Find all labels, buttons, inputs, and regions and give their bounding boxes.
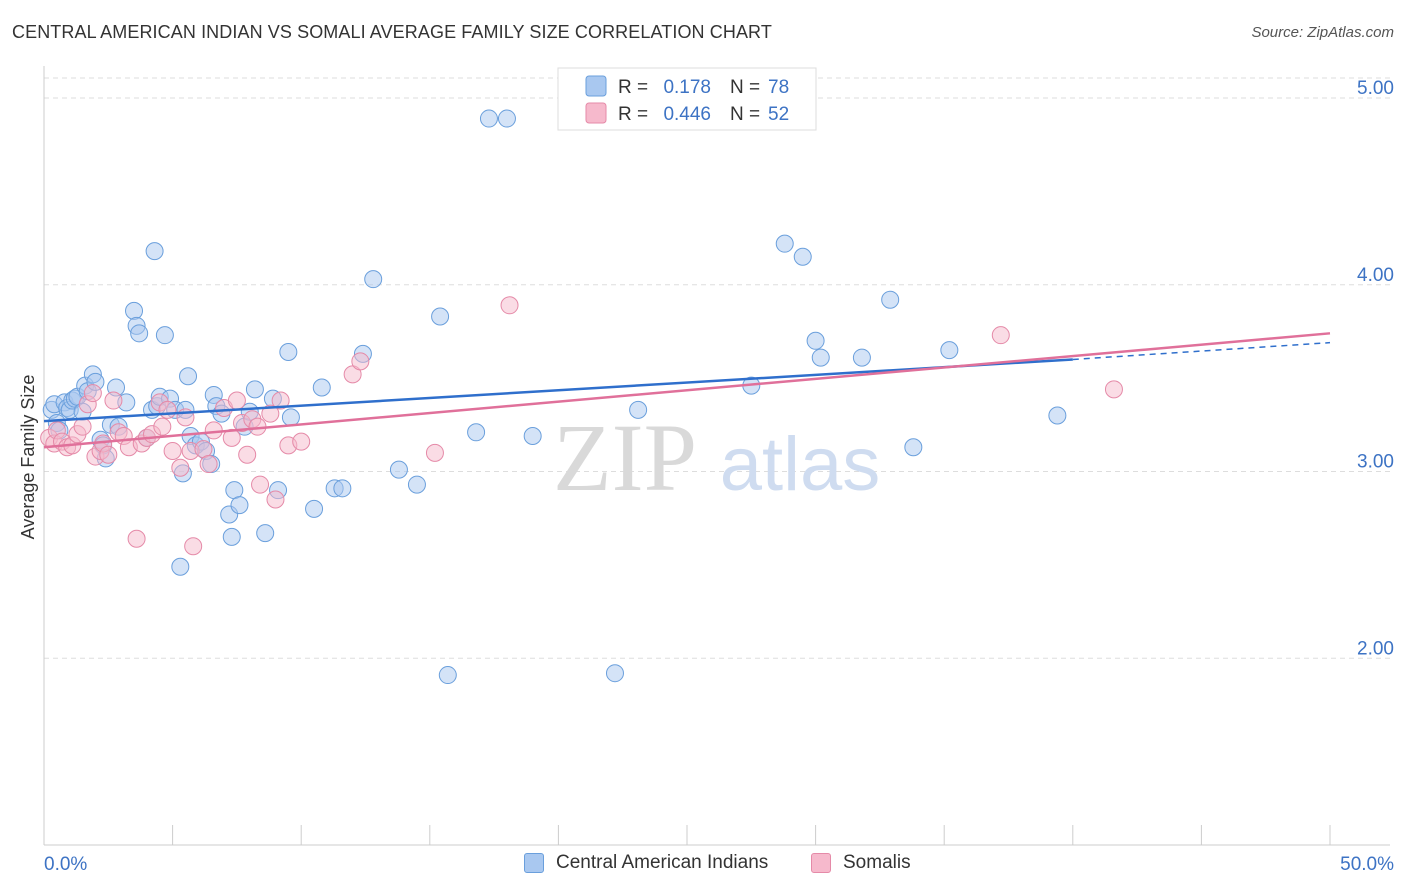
blue-point-64 bbox=[407, 475, 426, 494]
pink-point-34 bbox=[227, 391, 246, 410]
series-somalis bbox=[40, 296, 1123, 556]
gridlines bbox=[44, 77, 1390, 659]
pink-point-14 bbox=[104, 391, 123, 410]
y-tick-label-2: 4.00 bbox=[1357, 265, 1394, 286]
legend-n-value-pink: 52 bbox=[768, 104, 789, 125]
pink-point-44 bbox=[292, 432, 311, 451]
trend-line-central-american-indians-extension bbox=[1072, 341, 1331, 361]
legend-swatch-somalis bbox=[811, 853, 831, 873]
blue-point-48 bbox=[230, 496, 249, 515]
pink-point-40 bbox=[261, 404, 280, 423]
legend-r-value-blue: 0.178 bbox=[663, 77, 711, 98]
x-tick-label-min: 0.0% bbox=[44, 854, 87, 875]
blue-point-76 bbox=[806, 331, 825, 350]
pink-point-13 bbox=[99, 445, 118, 464]
pink-point-39 bbox=[251, 475, 270, 494]
blue-point-36 bbox=[179, 367, 198, 386]
y-tick-label-3: 5.00 bbox=[1357, 78, 1394, 99]
blue-point-68 bbox=[479, 109, 498, 128]
y-axis-label: Average Family Size bbox=[18, 375, 38, 540]
blue-point-52 bbox=[256, 524, 275, 543]
y-tick-label-0: 2.00 bbox=[1357, 638, 1394, 659]
pink-point-24 bbox=[163, 441, 182, 460]
axes bbox=[43, 66, 1390, 846]
blue-point-58 bbox=[312, 378, 331, 397]
series-central-american-indians bbox=[42, 109, 1067, 685]
pink-point-7 bbox=[73, 417, 92, 436]
blue-point-51 bbox=[245, 380, 264, 399]
watermark-zip: ZIP bbox=[553, 404, 697, 511]
pink-point-51 bbox=[153, 417, 172, 436]
trend-line-somalis bbox=[43, 332, 1331, 449]
legend-swatch-blue bbox=[585, 75, 607, 97]
pink-point-42 bbox=[271, 391, 290, 410]
legend-r-label-pink: R = bbox=[618, 104, 648, 125]
pink-point-46 bbox=[351, 352, 370, 371]
legend-n-label-pink: N = bbox=[730, 104, 760, 125]
trend-lines bbox=[43, 332, 1331, 449]
watermark: ZIP atlas bbox=[553, 404, 880, 511]
blue-point-63 bbox=[389, 460, 408, 479]
legend-label-somalis: Somalis bbox=[843, 852, 911, 873]
blue-point-33 bbox=[171, 557, 190, 576]
pink-point-36 bbox=[238, 445, 257, 464]
blue-point-24 bbox=[130, 324, 149, 343]
blue-point-65 bbox=[431, 307, 450, 326]
pink-point-25 bbox=[171, 458, 190, 477]
blue-point-57 bbox=[305, 499, 324, 518]
chart-title: CENTRAL AMERICAN INDIAN VS SOMALI AVERAG… bbox=[12, 22, 772, 42]
blue-point-22 bbox=[125, 301, 144, 320]
blue-point-66 bbox=[438, 666, 457, 685]
legend-r-value-pink: 0.446 bbox=[663, 104, 711, 125]
blue-point-55 bbox=[279, 342, 298, 361]
blue-point-46 bbox=[222, 527, 241, 546]
legend-item-somalis: Somalis bbox=[811, 852, 911, 874]
blue-point-56 bbox=[281, 408, 300, 427]
legend-r-label-blue: R = bbox=[618, 77, 648, 98]
blue-point-27 bbox=[145, 242, 164, 261]
pink-point-18 bbox=[127, 529, 146, 548]
blue-point-69 bbox=[497, 109, 516, 128]
watermark-atlas: atlas bbox=[720, 422, 881, 507]
blue-point-81 bbox=[940, 341, 959, 360]
pink-point-41 bbox=[266, 490, 285, 509]
blue-point-70 bbox=[523, 427, 542, 446]
blue-point-79 bbox=[881, 290, 900, 309]
pink-point-23 bbox=[158, 400, 177, 419]
blue-point-72 bbox=[629, 400, 648, 419]
legend-label-central-american-indians: Central American Indians bbox=[556, 852, 769, 873]
pink-point-48 bbox=[500, 296, 519, 315]
blue-point-77 bbox=[811, 348, 830, 367]
blue-point-30 bbox=[155, 326, 174, 345]
pink-point-49 bbox=[991, 326, 1010, 345]
legend-item-central-american-indians: Central American Indians bbox=[524, 852, 768, 874]
blue-point-75 bbox=[793, 247, 812, 266]
legend-swatch-central-american-indians bbox=[524, 853, 544, 873]
blue-point-47 bbox=[225, 481, 244, 500]
x-tick-label-max: 50.0% bbox=[1340, 854, 1394, 875]
legend-n-label-blue: N = bbox=[730, 77, 760, 98]
blue-point-78 bbox=[852, 348, 871, 367]
legend-top: R = 0.178 N = 78 R = 0.446 N = 52 bbox=[557, 67, 817, 131]
blue-point-82 bbox=[1048, 406, 1067, 425]
legend-n-value-blue: 78 bbox=[768, 77, 789, 98]
pink-point-50 bbox=[1104, 380, 1123, 399]
pink-point-30 bbox=[199, 455, 218, 474]
blue-point-80 bbox=[904, 438, 923, 457]
pink-point-29 bbox=[194, 440, 213, 459]
pink-point-9 bbox=[83, 384, 102, 403]
source-label: Source: ZipAtlas.com bbox=[1251, 24, 1394, 41]
pink-point-28 bbox=[184, 537, 203, 556]
y-tick-label-1: 3.00 bbox=[1357, 452, 1394, 473]
blue-point-60 bbox=[333, 479, 352, 498]
blue-point-74 bbox=[775, 234, 794, 253]
pink-point-47 bbox=[425, 443, 444, 462]
blue-point-67 bbox=[467, 423, 486, 442]
blue-point-62 bbox=[364, 270, 383, 289]
blue-point-71 bbox=[605, 664, 624, 683]
trend-line-central-american-indians bbox=[43, 358, 1073, 423]
legend-swatch-pink bbox=[585, 102, 607, 124]
y-tick-labels: 2.00 3.00 4.00 5.00 bbox=[1357, 78, 1394, 659]
